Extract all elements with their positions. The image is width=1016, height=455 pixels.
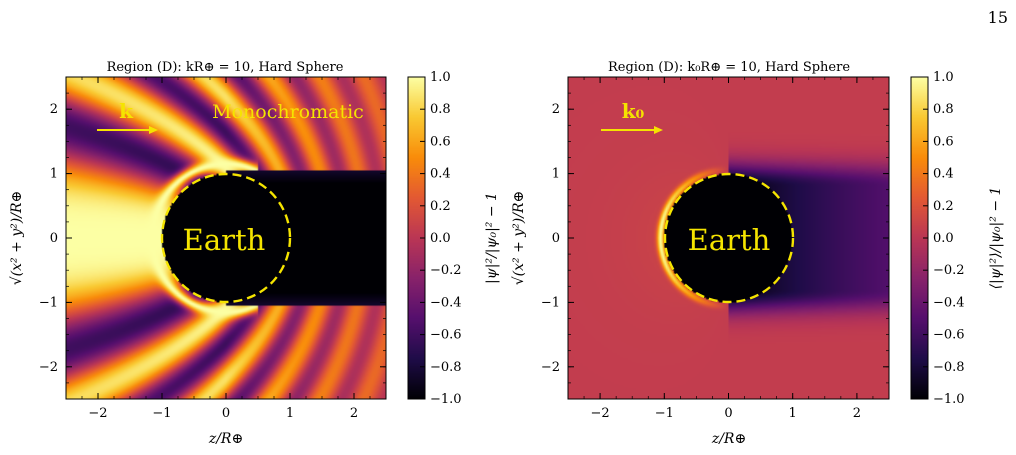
left-ytick-label: −2 bbox=[39, 360, 58, 375]
right-xtick-label: 1 bbox=[789, 406, 797, 421]
left-earth-boundary bbox=[160, 172, 292, 304]
left-ytick-label: −1 bbox=[39, 295, 58, 310]
right-cbar-tick-label: 0.4 bbox=[933, 167, 954, 182]
left-cbar-tick-label: −0.4 bbox=[430, 295, 462, 310]
left-ytick-label: 0 bbox=[50, 231, 58, 246]
left-cbar-tick-label: −1.0 bbox=[430, 392, 462, 407]
left-colorbar-ticks: 1.0 0.8 0.6 0.4 0.2 0.0 −0.2 −0.4 −0.6 −0.8 −1.0 bbox=[420, 70, 462, 407]
right-xtick-label: 0 bbox=[724, 406, 732, 421]
left-xtick-label: 2 bbox=[350, 406, 358, 421]
left-ytick-label: 1 bbox=[50, 167, 58, 182]
right-earth-boundary bbox=[663, 172, 795, 304]
right-ytick-label: 0 bbox=[552, 231, 560, 246]
left-cbar-tick-label: 0.6 bbox=[430, 134, 451, 149]
left-ytick-label: 2 bbox=[50, 102, 58, 117]
right-cbar-tick-label: 1.0 bbox=[933, 70, 954, 85]
right-cbar-tick-label: −0.8 bbox=[933, 360, 965, 375]
right-cbar-tick-label: −1.0 bbox=[933, 392, 965, 407]
left-cbar-tick-label: 0.0 bbox=[430, 231, 451, 246]
left-cbar-tick-label: −0.6 bbox=[430, 328, 462, 343]
right-cbar-tick-label: −0.2 bbox=[933, 263, 965, 278]
right-cbar-tick-label: −0.4 bbox=[933, 295, 965, 310]
right-ytick-label: −1 bbox=[541, 295, 560, 310]
left-earth-label: Earth bbox=[183, 223, 266, 257]
right-xtick-label: −2 bbox=[591, 406, 610, 421]
left-monochromatic-label: Monochromatic bbox=[212, 101, 364, 123]
right-ytick-label: −2 bbox=[541, 360, 560, 375]
left-title: Region (D): kR⊕ = 10, Hard Sphere bbox=[107, 60, 344, 75]
left-ylabel: √(x² + y²)/R⊕ bbox=[9, 191, 25, 286]
right-colorbar-ticks: 1.0 0.8 0.6 0.4 0.2 0.0 −0.2 −0.4 −0.6 −0.8 −1.0 bbox=[923, 70, 965, 407]
right-panel: Region (D): k₀R⊕ = 10, Hard Sphere Earth… bbox=[511, 60, 1004, 447]
right-axis-ticks: −2 −1 0 1 2 −2 −1 0 1 2 bbox=[541, 76, 890, 421]
right-title: Region (D): k₀R⊕ = 10, Hard Sphere bbox=[608, 60, 850, 75]
left-xtick-label: 1 bbox=[286, 406, 294, 421]
right-cbar-tick-label: 0.2 bbox=[933, 199, 954, 214]
right-xtick-label: −1 bbox=[655, 406, 674, 421]
left-cbar-tick-label: −0.2 bbox=[430, 263, 462, 278]
left-k-label: k bbox=[119, 99, 134, 123]
right-k0-arrowhead bbox=[654, 126, 663, 134]
right-xlabel: z/R⊕ bbox=[711, 431, 746, 447]
right-earth-label: Earth bbox=[688, 223, 771, 257]
right-cbar-tick-label: 0.0 bbox=[933, 231, 954, 246]
right-k0-label: k₀ bbox=[622, 99, 645, 123]
left-cbar-tick-label: 0.2 bbox=[430, 199, 451, 214]
right-colorbar-label: ⟨|ψ|²⟩/|ψ₀|² − 1 bbox=[988, 187, 1004, 290]
page-number: 15 bbox=[987, 8, 1008, 27]
left-cbar-tick-label: 1.0 bbox=[430, 70, 451, 85]
right-cbar-tick-label: −0.6 bbox=[933, 328, 965, 343]
left-cbar-tick-label: 0.8 bbox=[430, 102, 451, 117]
left-xlabel: z/R⊕ bbox=[208, 431, 243, 447]
right-xtick-label: 2 bbox=[853, 406, 861, 421]
right-ytick-label: 2 bbox=[552, 102, 560, 117]
left-xtick-label: 0 bbox=[222, 406, 230, 421]
left-colorbar-label: |ψ|²/|ψ₀|² − 1 bbox=[484, 192, 500, 284]
right-cbar-tick-label: 0.6 bbox=[933, 134, 954, 149]
left-colorbar bbox=[408, 77, 425, 399]
left-xtick-label: −1 bbox=[152, 406, 171, 421]
left-k-arrowhead bbox=[149, 126, 158, 134]
left-xtick-label: −2 bbox=[88, 406, 107, 421]
right-colorbar bbox=[911, 77, 928, 399]
right-cbar-tick-label: 0.8 bbox=[933, 102, 954, 117]
right-ylabel: √(x² + y²)/R⊕ bbox=[511, 191, 527, 286]
right-ytick-label: 1 bbox=[552, 167, 560, 182]
left-cbar-tick-label: −0.8 bbox=[430, 360, 462, 375]
left-cbar-tick-label: 0.4 bbox=[430, 167, 451, 182]
left-panel: Region (D): kR⊕ = 10, Hard Sphere Earth … bbox=[9, 60, 500, 447]
left-axis-ticks: −2 −1 0 1 2 −2 −1 0 1 2 bbox=[39, 76, 387, 421]
